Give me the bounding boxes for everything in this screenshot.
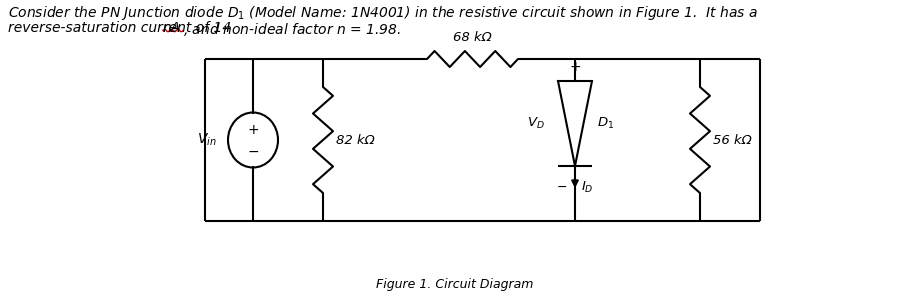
Text: Consider the PN Junction diode $D_1$ (Model Name: 1N4001) in the resistive circu: Consider the PN Junction diode $D_1$ (Mo…	[8, 4, 758, 22]
Text: Figure 1. Circuit Diagram: Figure 1. Circuit Diagram	[377, 278, 533, 291]
Text: −: −	[557, 181, 567, 193]
Text: $I_D$: $I_D$	[581, 179, 593, 195]
Text: $D_1$: $D_1$	[597, 116, 614, 131]
Text: +: +	[248, 123, 258, 137]
Text: , and non-ideal factor $n$ = 1.98.: , and non-ideal factor $n$ = 1.98.	[183, 21, 401, 38]
Text: $V_{in}$: $V_{in}$	[197, 132, 217, 148]
Text: −: −	[248, 145, 258, 159]
Text: 56 kΩ: 56 kΩ	[713, 133, 752, 147]
Text: 82 kΩ: 82 kΩ	[336, 133, 375, 147]
Text: +: +	[569, 60, 581, 74]
Text: 68 kΩ: 68 kΩ	[453, 31, 492, 44]
Text: $V_D$: $V_D$	[527, 116, 545, 131]
Text: reverse-saturation current of 14: reverse-saturation current of 14	[8, 21, 236, 35]
Text: nA: nA	[163, 21, 181, 35]
